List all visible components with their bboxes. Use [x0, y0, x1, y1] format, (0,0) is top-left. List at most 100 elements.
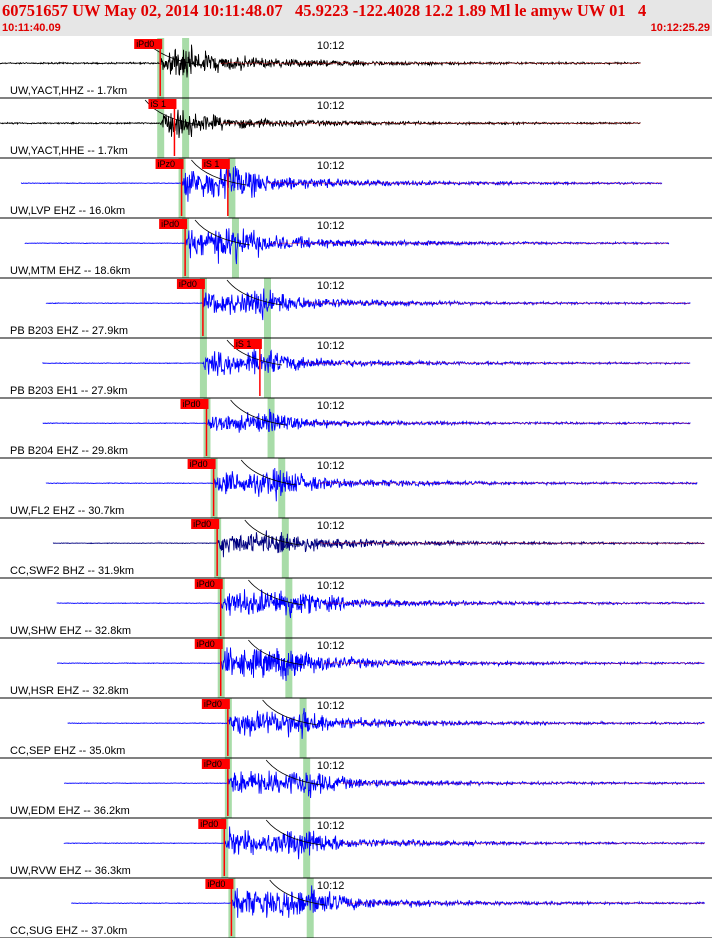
pick-label: iS 1 — [236, 339, 252, 349]
time-tick-label: 10:12 — [317, 280, 345, 292]
station-label: PB B203 EH1 -- 27.9km — [10, 385, 127, 397]
time-tick-label: 10:12 — [317, 340, 345, 352]
coda-overlay — [305, 421, 691, 425]
coda-overlay — [337, 721, 705, 725]
trace-row: 10:12 iPd0 PB B204 EHZ -- 29.8km — [0, 399, 712, 459]
arrival-curve — [144, 99, 201, 126]
pick-label: iPd0 — [204, 699, 222, 709]
pick-label: iPd0 — [190, 459, 208, 469]
arrival-curve — [262, 699, 318, 726]
coda-overlay — [266, 181, 662, 185]
station-label: UW,RVW EHZ -- 36.3km — [10, 865, 131, 877]
s-window — [182, 38, 190, 98]
pick-box — [176, 279, 205, 289]
pick-label: iPd0 — [182, 399, 200, 409]
pick-box — [148, 99, 177, 109]
arrival-curve — [248, 579, 304, 606]
pick-label: iPd0 — [161, 219, 179, 229]
pick-label: iPd0 — [207, 879, 225, 889]
trace-row: 10:12 iPd0 UW,FL2 EHZ -- 30.7km — [0, 459, 712, 519]
coda-overlay — [341, 781, 705, 785]
pick-box — [201, 699, 230, 709]
end-time: 10:12:25.29 — [650, 22, 710, 34]
pick-box — [187, 459, 216, 469]
arrival-curve — [265, 759, 322, 786]
pick-label: iPd0 — [200, 819, 218, 829]
pick-label: iPd0 — [193, 519, 211, 529]
coda-overlay — [270, 241, 669, 245]
pick-box — [194, 639, 223, 649]
pick-label: iS 1 — [150, 99, 166, 109]
trace-row: 10:12 iPd0 CC,SWF2 BHZ -- 31.9km — [0, 519, 712, 579]
pick-box — [159, 219, 188, 229]
waveform — [0, 109, 641, 139]
pick-box — [201, 759, 230, 769]
coda-overlay — [220, 61, 641, 65]
station-label: UW,EDM EHZ -- 36.2km — [10, 805, 130, 817]
trace-row: 10:12 iS 1 UW,YACT,HHE -- 1.7km — [0, 99, 712, 159]
waveform — [42, 408, 691, 433]
coda-overlay — [302, 361, 690, 365]
pick-box — [233, 339, 262, 349]
station-label: CC,SEP EHZ -- 35.0km — [10, 745, 125, 757]
pick-label: iPd0 — [136, 39, 154, 49]
time-tick-label: 10:12 — [317, 640, 345, 652]
waveform — [20, 164, 663, 202]
arrival-curve — [265, 819, 322, 846]
pick-box — [194, 579, 223, 589]
arrival-curve — [269, 879, 325, 906]
s-window — [285, 578, 293, 638]
arrival-curve — [226, 339, 283, 366]
station-label: UW,LVP EHZ -- 16.0km — [10, 205, 125, 217]
waveform — [45, 467, 698, 502]
waveform — [45, 288, 691, 321]
time-tick-label: 10:12 — [317, 820, 345, 832]
arrival-curve — [194, 219, 251, 246]
coda-overlay — [341, 841, 705, 845]
waveform — [71, 885, 706, 918]
pick-label: iPd0 — [197, 639, 215, 649]
trace-row: 10:12 iPd0 UW,YACT,HHZ -- 1.7km — [0, 39, 712, 99]
time-tick-label: 10:12 — [317, 880, 345, 892]
coda-overlay — [320, 542, 705, 545]
arrival-curve — [244, 519, 300, 546]
coda-overlay — [323, 601, 704, 605]
p-window — [199, 338, 207, 398]
start-time: 10:11:40.09 — [2, 22, 61, 34]
trace-row: 10:12 iPd0 PB B203 EHZ -- 27.9km — [0, 279, 712, 339]
coda-overlay — [345, 901, 704, 905]
time-tick-label: 10:12 — [317, 220, 345, 232]
waveform — [52, 530, 705, 558]
station-label: UW,SHW EHZ -- 32.8km — [10, 625, 131, 637]
trace-row: 10:12 iPd0 CC,SEP EHZ -- 35.0km — [0, 699, 712, 759]
station-label: CC,SWF2 BHZ -- 31.9km — [10, 565, 134, 577]
pick-label: iS 1 — [204, 159, 220, 169]
arrival-curve — [230, 399, 286, 426]
trace-row: 10:12 iPd0 UW,MTM EHZ -- 18.6km — [0, 219, 712, 279]
trace-row: 10:12 iPd0 UW,HSR EHZ -- 32.8km — [0, 639, 712, 699]
station-label: UW,YACT,HHZ -- 1.7km — [10, 85, 127, 97]
pick-label: iPd0 — [204, 759, 222, 769]
time-tick-label: 10:12 — [317, 100, 345, 112]
time-tick-label: 10:12 — [317, 460, 345, 472]
pick-box — [134, 39, 163, 49]
pick-box — [180, 399, 209, 409]
s-window — [281, 518, 289, 578]
trace-row: 10:12 iS 1 PB B203 EH1 -- 27.9km — [0, 339, 712, 399]
coda-overlay — [316, 481, 697, 485]
station-label: UW,FL2 EHZ -- 30.7km — [10, 505, 124, 517]
station-label: UW,MTM EHZ -- 18.6km — [10, 265, 130, 277]
station-label: UW,YACT,HHE -- 1.7km — [10, 145, 128, 157]
arrival-curve — [191, 159, 247, 186]
pick-box — [198, 819, 227, 829]
p-window — [157, 98, 165, 158]
trace-row: 10:12 iPd0 UW,EDM EHZ -- 36.2km — [0, 759, 712, 819]
station-label: UW,HSR EHZ -- 32.8km — [10, 685, 129, 697]
waveform — [42, 348, 691, 376]
s-window — [303, 818, 311, 878]
s-window — [285, 638, 293, 698]
time-tick-label: 10:12 — [317, 520, 345, 532]
coda-overlay — [302, 301, 690, 305]
time-tick-label: 10:12 — [317, 400, 345, 412]
